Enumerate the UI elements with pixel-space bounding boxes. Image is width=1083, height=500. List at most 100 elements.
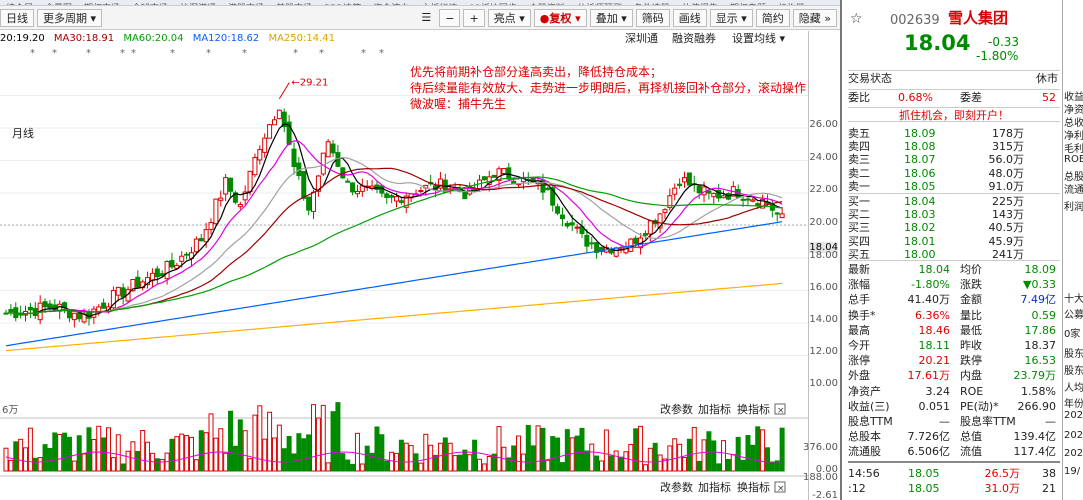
stat-value: —	[1045, 415, 1056, 428]
candle-body	[677, 183, 683, 187]
chevron-down-icon: ▾	[90, 11, 97, 25]
stats-divider	[848, 260, 1060, 261]
indicator-swap-button[interactable]: 换指标	[737, 480, 770, 494]
volume-bar	[223, 452, 229, 472]
ma5-line	[5, 123, 783, 318]
candle-body	[657, 213, 663, 229]
deep-connect-link[interactable]: 深圳通	[625, 32, 658, 45]
candle-body	[418, 189, 424, 192]
volume-bar	[579, 427, 585, 472]
ask-level-label: 卖三	[848, 153, 870, 167]
more-period-button[interactable]: 更多周期 ▾	[37, 8, 103, 27]
filter-chips-button[interactable]: 筛码	[635, 8, 670, 27]
display-button[interactable]: 显示 ▾	[709, 8, 753, 27]
volume-bar	[13, 441, 19, 472]
event-star-icon: *	[242, 48, 247, 59]
hide-button[interactable]: 隐藏 »	[792, 8, 837, 27]
stat-label: 净资产	[848, 384, 881, 398]
volume-bar	[252, 414, 258, 472]
stat-label: 金额	[960, 293, 982, 307]
close-icon: ×	[777, 406, 785, 416]
volume-bar	[311, 404, 317, 472]
volume-change-button[interactable]: 改参数	[660, 402, 693, 416]
volume-bar	[706, 431, 712, 472]
volume-bar	[247, 458, 253, 472]
indicator-change-button[interactable]: 改参数	[660, 480, 693, 494]
price-header: 18.04 -0.33 -1.80%	[848, 33, 1060, 64]
indicator-add-button[interactable]: 加指标	[698, 480, 731, 494]
volume-bar	[384, 460, 390, 472]
price-tick-label: 26.00	[809, 119, 838, 130]
ma120-line	[5, 221, 783, 347]
volume-swap-button[interactable]: 换指标	[737, 402, 770, 416]
candle-body	[232, 192, 238, 203]
volume-bar	[506, 457, 512, 472]
ma-settings-button[interactable]: 设置均线 ▾	[732, 31, 785, 47]
event-star-icon: *	[170, 48, 175, 59]
brief-button[interactable]: 简约	[755, 8, 790, 27]
volume-bar	[47, 447, 53, 472]
volume-bar	[325, 462, 331, 472]
zoom-in-button[interactable]: +	[463, 8, 485, 27]
volume-add-button[interactable]: 加指标	[698, 402, 731, 416]
zoom-out-button[interactable]: −	[439, 8, 461, 27]
stat-value: 3.24	[925, 384, 951, 398]
top-menu-bar: 综合屏全景图期权市场全球市场沪深港通港股市场美股市场BBD决策资金流向主板行情1…	[0, 0, 840, 6]
volume-bar	[281, 448, 287, 472]
volume-bar	[140, 430, 146, 472]
margin-trading-link[interactable]: 融资融券	[672, 32, 716, 45]
volume-bar	[559, 462, 565, 472]
volume-bar	[91, 439, 97, 472]
bid-volume: 143万	[992, 208, 1024, 222]
period-daily-button[interactable]: 日线	[0, 8, 34, 27]
restore-right-button[interactable]: ●复权 ▾	[533, 8, 587, 27]
candle-body	[491, 174, 497, 178]
stock-code: 002639	[890, 13, 940, 28]
highlight-button[interactable]: 亮点 ▾	[487, 8, 531, 27]
price-change-pct: -1.80%	[976, 49, 1019, 63]
overlay-button[interactable]: 叠加 ▾	[589, 8, 633, 27]
candle-body	[760, 198, 766, 209]
stat-row: 涨幅 -1.80% 涨跌 ▼0.33	[848, 277, 1060, 292]
star-icon[interactable]: ☆	[850, 11, 863, 27]
volume-bar	[545, 459, 551, 472]
price-change: -0.33	[988, 35, 1020, 49]
volume-bar	[418, 462, 424, 472]
volume-bar	[125, 450, 131, 472]
volume-bar	[228, 410, 234, 472]
stat-row: 最高 18.46 最低 17.86	[848, 323, 1060, 338]
stat-row: 外盘 17.61万 内盘 23.79万	[848, 368, 1060, 383]
stat-value: 41.40万	[907, 293, 951, 307]
weibi-label: 委比	[848, 91, 870, 104]
volume-bar	[179, 433, 185, 472]
open-account-ad[interactable]: 抓住机会，即刻开户！	[848, 107, 1060, 122]
price-axis: 26.00 24.00 22.00 20.00 18.04 18.00 16.00 14.00…	[803, 31, 840, 500]
stat-row: 股息TTM — 股息率TTM —	[848, 414, 1060, 429]
side-info-item: 收益	[1064, 92, 1083, 103]
candle-body	[599, 247, 605, 252]
candle-body	[642, 233, 648, 236]
side-info-item: 总收	[1064, 118, 1083, 129]
volume-bar	[755, 426, 761, 472]
bid-level-label: 买二	[848, 208, 870, 222]
volume-bar	[18, 438, 24, 472]
quote-header: ☆ 002639 雪人集团	[848, 11, 1060, 32]
back-icon[interactable]: ☰	[421, 10, 432, 24]
tick-time: 14:56	[848, 467, 880, 480]
volume-bar	[301, 438, 307, 472]
ticks-divider	[848, 461, 1060, 463]
volume-bar	[667, 445, 673, 472]
volume-bar	[110, 457, 116, 472]
price-tick-label: 18.04	[809, 242, 838, 253]
candle-body	[501, 168, 507, 175]
volume-bar	[115, 434, 121, 472]
stat-value: 18.37	[1024, 339, 1057, 352]
draw-line-button[interactable]: 画线	[672, 8, 707, 27]
volume-bar	[618, 456, 624, 472]
volume-tick-label: 0.00	[815, 464, 838, 475]
volume-bar	[154, 458, 160, 472]
volume-bar	[37, 457, 43, 472]
bid-level-label: 买四	[848, 234, 870, 248]
candle-body	[179, 255, 185, 262]
